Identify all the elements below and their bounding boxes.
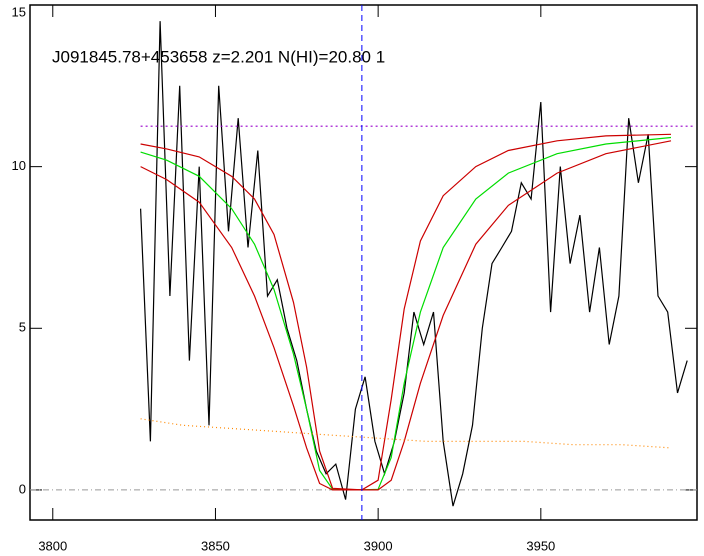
x-tick-label: 3900: [364, 538, 393, 553]
series-line: [140, 21, 688, 507]
x-tick-label: 3950: [526, 538, 555, 553]
y-tick-label: 15: [12, 4, 26, 19]
series-line: [140, 140, 672, 491]
y-tick-label: 10: [12, 158, 26, 173]
x-tick-label: 3800: [38, 538, 67, 553]
series-line: [140, 418, 672, 449]
y-tick-label: 5: [19, 320, 26, 335]
y-tick-label: 0: [19, 481, 26, 496]
x-tick-label: 3850: [201, 538, 230, 553]
plot-frame: [29, 4, 698, 521]
chart-title: J091845.78+453658 z=2.201 N(HI)=20.80 1: [52, 47, 385, 66]
